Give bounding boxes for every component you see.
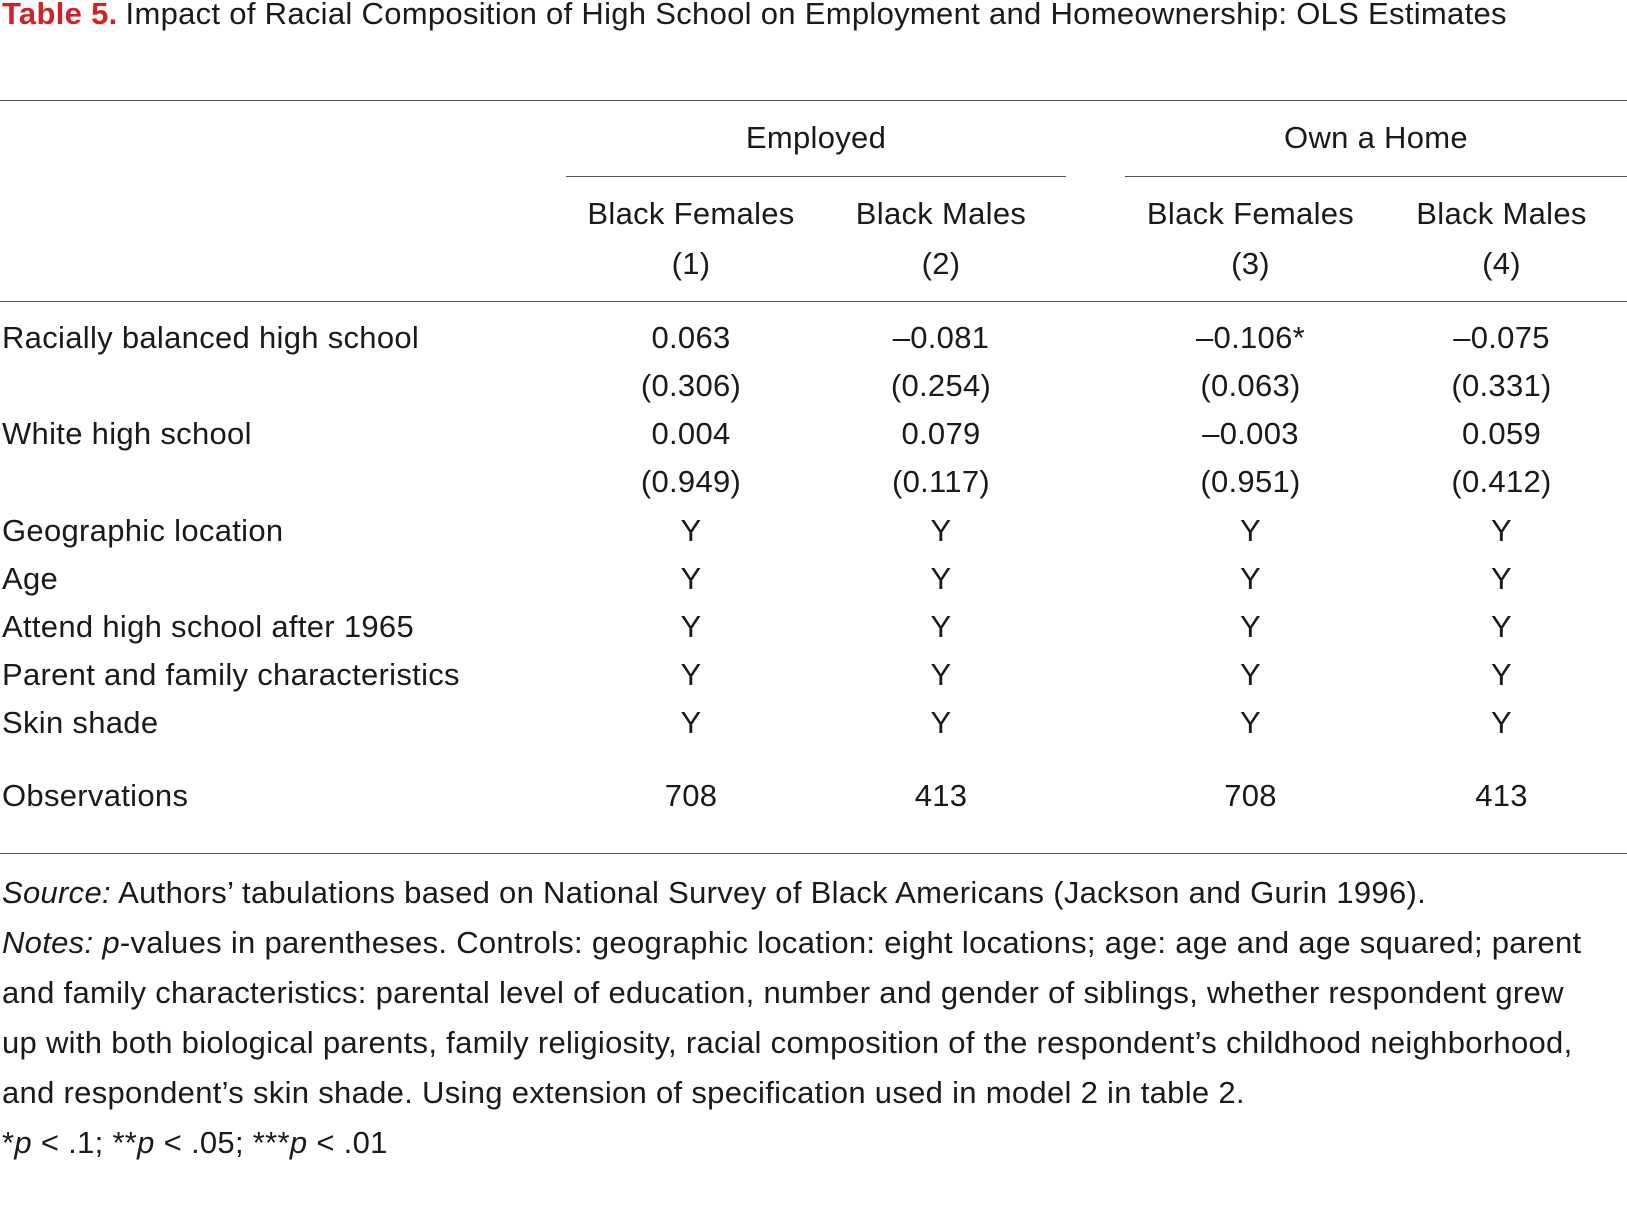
- cell-value: Y: [1491, 657, 1512, 692]
- sig-threshold: < .05;: [154, 1125, 253, 1160]
- column-number-1: (1): [671, 246, 711, 281]
- cell-value: –0.075: [1453, 320, 1550, 355]
- cell-value: 0.004: [651, 416, 731, 451]
- table-title: Impact of Racial Composition of High Sch…: [125, 0, 1507, 31]
- source-note: Source: Authors’ tabulations based on Na…: [2, 868, 1602, 918]
- header-bottom-rule: [0, 301, 1627, 302]
- cell-value: Y: [1240, 513, 1261, 548]
- cell-value: 708: [664, 778, 718, 813]
- cell-value: Y: [1240, 609, 1261, 644]
- cell-pvalue: (0.063): [1200, 368, 1301, 403]
- notes-text: -values in parentheses. Controls: geogra…: [2, 925, 1582, 1110]
- column-header-1: Black Females: [587, 196, 795, 231]
- cell-pvalue: (0.949): [640, 464, 742, 499]
- cell-value: Y: [680, 609, 702, 644]
- row-label: Attend high school after 1965: [2, 609, 414, 644]
- own-home-group-rule: [1125, 176, 1627, 177]
- cell-value: Y: [1240, 705, 1261, 740]
- cell-value: 708: [1224, 778, 1277, 813]
- source-text: Authors’ tabulations based on National S…: [118, 875, 1427, 910]
- p-letter: p: [102, 925, 120, 960]
- cell-pvalue: (0.412): [1451, 464, 1552, 499]
- cell-value: Y: [1491, 705, 1512, 740]
- group-header-employed: Employed: [745, 120, 887, 155]
- cell-value: Y: [680, 513, 702, 548]
- cell-value: Y: [930, 705, 952, 740]
- cell-value: Y: [1240, 561, 1261, 596]
- column-header-2: Black Males: [855, 196, 1027, 231]
- row-label: Observations: [2, 778, 189, 813]
- cell-pvalue: (0.254): [890, 368, 992, 403]
- cell-value: 0.063: [651, 320, 731, 355]
- row-label: Parent and family characteristics: [2, 657, 460, 692]
- notes-paragraph: Notes: p-values in parentheses. Controls…: [2, 918, 1602, 1118]
- column-header-4: Black Males: [1416, 196, 1587, 231]
- cell-value: Y: [680, 705, 702, 740]
- cell-value: –0.003: [1202, 416, 1299, 451]
- row-label: Geographic location: [2, 513, 284, 548]
- cell-value: Y: [930, 513, 952, 548]
- sig-stars: ***: [252, 1125, 290, 1160]
- cell-value: Y: [1491, 561, 1512, 596]
- sig-stars: **: [112, 1125, 138, 1160]
- cell-value: Y: [1491, 513, 1512, 548]
- cell-pvalue: (0.331): [1451, 368, 1552, 403]
- column-number-2: (2): [921, 246, 961, 281]
- cell-pvalue: (0.117): [891, 464, 991, 499]
- row-label: Racially balanced high school: [2, 320, 420, 355]
- cell-pvalue: (0.306): [640, 368, 742, 403]
- cell-value: 413: [914, 778, 968, 813]
- cell-value: 0.079: [901, 416, 981, 451]
- cell-value: 413: [1475, 778, 1528, 813]
- cell-value: –0.081: [892, 320, 990, 355]
- sig-threshold: < .1;: [31, 1125, 113, 1160]
- cell-value: Y: [930, 561, 952, 596]
- column-number-4: (4): [1482, 246, 1521, 281]
- cell-value: 0.059: [1461, 416, 1542, 451]
- top-rule: [0, 100, 1627, 101]
- cell-value: Y: [930, 609, 952, 644]
- cell-value: Y: [1491, 609, 1512, 644]
- table-bottom-rule: [0, 853, 1627, 854]
- column-header-3: Black Females: [1146, 196, 1355, 231]
- sig-threshold: < .01: [307, 1125, 388, 1160]
- row-label: Skin shade: [2, 705, 159, 740]
- cell-pvalue: (0.951): [1200, 464, 1301, 499]
- row-label: Age: [2, 561, 59, 596]
- employed-group-rule: [566, 176, 1066, 177]
- table-caption: Table 5. Impact of Racial Composition of …: [2, 0, 1562, 38]
- group-header-own-home: Own a Home: [1284, 120, 1468, 155]
- sig-p: p: [137, 1125, 155, 1160]
- sig-p: p: [14, 1125, 32, 1160]
- cell-value: Y: [680, 561, 702, 596]
- row-label: White high school: [2, 416, 252, 451]
- cell-value: Y: [930, 657, 952, 692]
- notes-label: Notes:: [2, 925, 94, 960]
- cell-value: Y: [1240, 657, 1261, 692]
- sig-stars: *: [2, 1125, 15, 1160]
- cell-value: –0.106*: [1196, 320, 1305, 355]
- cell-value: Y: [680, 657, 702, 692]
- sig-p: p: [289, 1125, 308, 1160]
- table-notes: Source: Authors’ tabulations based on Na…: [2, 868, 1602, 1168]
- significance-note: *p < .1; **p < .05; ***p < .01: [2, 1118, 1602, 1168]
- column-number-3: (3): [1231, 246, 1270, 281]
- source-label: Source:: [2, 875, 111, 910]
- table-number: Table 5.: [2, 0, 118, 31]
